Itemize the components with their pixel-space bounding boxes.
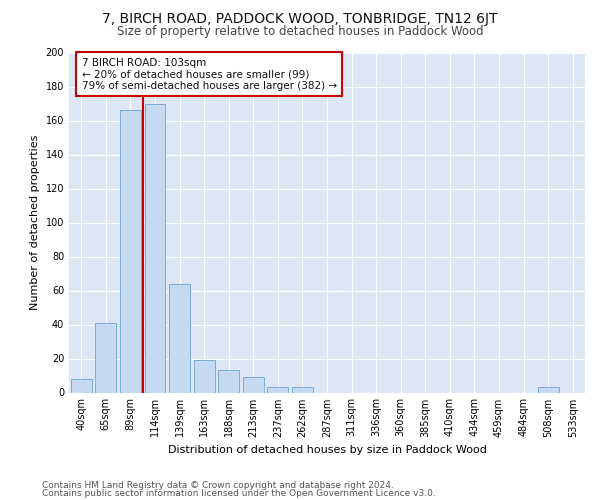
Text: 7, BIRCH ROAD, PADDOCK WOOD, TONBRIDGE, TN12 6JT: 7, BIRCH ROAD, PADDOCK WOOD, TONBRIDGE, …	[102, 12, 498, 26]
Text: 7 BIRCH ROAD: 103sqm
← 20% of detached houses are smaller (99)
79% of semi-detac: 7 BIRCH ROAD: 103sqm ← 20% of detached h…	[82, 58, 337, 91]
X-axis label: Distribution of detached houses by size in Paddock Wood: Distribution of detached houses by size …	[167, 445, 487, 455]
Text: Contains HM Land Registry data © Crown copyright and database right 2024.: Contains HM Land Registry data © Crown c…	[42, 481, 394, 490]
Bar	[218, 370, 239, 392]
Bar	[538, 388, 559, 392]
Bar	[71, 379, 92, 392]
Bar	[95, 323, 116, 392]
Bar	[292, 388, 313, 392]
Y-axis label: Number of detached properties: Number of detached properties	[30, 135, 40, 310]
Text: Contains public sector information licensed under the Open Government Licence v3: Contains public sector information licen…	[42, 489, 436, 498]
Text: Size of property relative to detached houses in Paddock Wood: Size of property relative to detached ho…	[116, 25, 484, 38]
Bar	[145, 104, 166, 393]
Bar	[243, 377, 264, 392]
Bar	[268, 388, 289, 392]
Bar	[120, 110, 141, 392]
Bar	[169, 284, 190, 393]
Bar	[194, 360, 215, 392]
